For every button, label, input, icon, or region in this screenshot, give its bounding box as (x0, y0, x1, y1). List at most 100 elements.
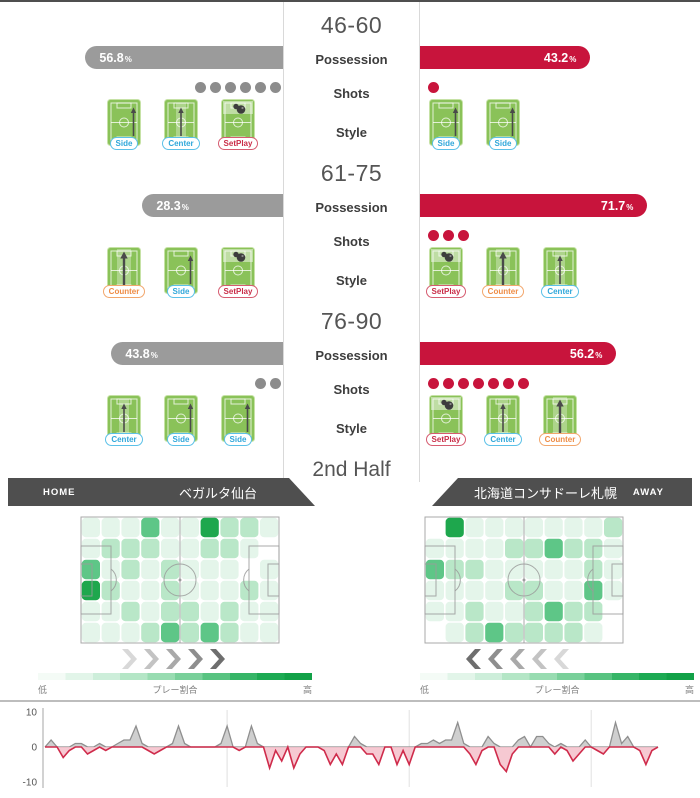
possession-row-label: Possession (315, 52, 388, 67)
y-tick-label: 0 (31, 743, 37, 754)
possession-value: 71.7% (600, 198, 634, 213)
half-label-row: 2nd Half (0, 446, 700, 482)
style-label: Side (109, 137, 139, 150)
style-label: Center (105, 433, 143, 446)
home-possession-bar: 28.3% (142, 194, 283, 217)
shot-dot (240, 82, 251, 93)
style-label: Counter (102, 285, 146, 298)
away-attack-direction-icon (466, 649, 569, 669)
home-team-banner: HOME ベガルタ仙台 (8, 478, 315, 506)
style-card-setplay: SetPlay (425, 395, 467, 446)
style-card-center: Center (105, 395, 143, 446)
style-pitch-icon (221, 395, 255, 442)
home-style-cards: Center Side Side (105, 395, 256, 446)
home-tag: HOME (43, 486, 76, 498)
shot-dot (255, 378, 266, 389)
away-zone-61-75: 71.7% SetPlay Counter Center (420, 150, 700, 298)
shot-dot (428, 82, 439, 93)
chart-divider (0, 700, 700, 702)
percent-sign: % (181, 202, 189, 212)
home-momentum-area (45, 722, 658, 747)
percent-sign: % (124, 54, 132, 64)
away-style-cards: Side Side (428, 99, 521, 150)
style-card-side: Side (163, 395, 199, 446)
style-card-counter: Counter (481, 247, 525, 298)
shots-row-label: Shots (333, 234, 370, 249)
shot-dot (458, 378, 469, 389)
style-card-setplay: SetPlay (425, 247, 467, 298)
period-row-76-90: 43.8% Center Side Side 76-90 Possession Sh… (0, 298, 700, 446)
style-label: SetPlay (425, 433, 467, 446)
home-shot-dots (255, 378, 281, 389)
style-label: Counter (481, 285, 525, 298)
style-label: Center (162, 137, 200, 150)
away-zone-76-90: 56.2% SetPlay Center Counter (420, 298, 700, 446)
style-label: Side (431, 137, 461, 150)
away-possession-bar: 56.2% (420, 342, 617, 365)
style-row-label: Style (335, 421, 368, 436)
shot-dot (428, 378, 439, 389)
period-row-46-60: 56.8% Side Center SetPlay 46-60 Possession… (0, 2, 700, 150)
home-zone-46-60: 56.8% Side Center SetPlay (0, 2, 283, 150)
legend-title-label: プレー割合 (534, 685, 580, 695)
possession-value: 28.3% (156, 198, 189, 213)
momentum-chart: 10 0 -10 (23, 708, 659, 789)
style-card-side: Side (485, 99, 521, 150)
home-possession-bar: 43.8% (111, 342, 283, 365)
period-label: 46-60 (320, 12, 383, 38)
away-heatmap-legend: 低 プレー割合 高 (420, 673, 694, 695)
top-divider (0, 0, 700, 2)
home-team-name: ベガルタ仙台 (178, 485, 257, 501)
style-card-center: Center (541, 247, 579, 298)
possession-value: 56.2% (569, 346, 603, 361)
home-heatmap-column: 低 プレー割合 高 (0, 514, 350, 695)
home-heatmap-pitch (80, 516, 280, 644)
style-pitch-icon (543, 395, 577, 442)
style-card-side: Side (428, 99, 464, 150)
shots-row-label: Shots (333, 86, 370, 101)
style-label: Center (484, 433, 522, 446)
style-card-counter: Counter (102, 247, 146, 298)
possession-value: 43.8% (125, 346, 158, 361)
style-label: Center (541, 285, 579, 298)
style-label: SetPlay (217, 137, 259, 150)
heatmaps-section: 低 プレー割合 高 低 プレー割合 高 (0, 514, 700, 695)
period-center-column: 46-60 Possession Shots Style (283, 2, 420, 150)
style-card-side: Side (220, 395, 256, 446)
shot-dot (518, 378, 529, 389)
shot-dot (428, 230, 439, 241)
y-tick-label: -10 (23, 778, 38, 789)
style-label: Counter (538, 433, 582, 446)
style-pitch-icon (429, 99, 463, 146)
legend-low-label: 低 (420, 685, 430, 695)
style-pitch-icon (107, 247, 141, 294)
shot-dot (210, 82, 221, 93)
legend-gradient-bar (420, 673, 694, 680)
home-heatmap-legend: 低 プレー割合 高 (38, 673, 312, 695)
percent-sign: % (150, 350, 158, 360)
home-zone-76-90: 43.8% Center Side Side (0, 298, 283, 446)
home-shot-dots (195, 82, 281, 93)
percent-sign: % (569, 54, 577, 64)
away-style-cards: SetPlay Center Counter (425, 395, 582, 446)
period-label: 61-75 (320, 160, 383, 186)
shot-dot (270, 378, 281, 389)
away-team-name: 北海道コンサドーレ札幌 (474, 485, 618, 501)
legend-title-label: プレー割合 (152, 685, 198, 695)
away-momentum-line (45, 744, 659, 774)
style-card-setplay: SetPlay (217, 247, 259, 298)
style-row-label: Style (335, 273, 368, 288)
home-attack-direction-icon (122, 649, 225, 669)
shot-dot (270, 82, 281, 93)
period-label: 76-90 (320, 308, 383, 334)
legend-high-label: 高 (302, 685, 312, 695)
style-card-side: Side (106, 99, 142, 150)
shot-dot (443, 230, 454, 241)
legend-high-label: 高 (684, 685, 694, 695)
home-style-cards: Counter Side SetPlay (102, 247, 259, 298)
away-shot-dots (428, 230, 469, 241)
style-pitch-icon (164, 99, 198, 146)
away-team-banner: 北海道コンサドーレ札幌 AWAY (432, 478, 692, 506)
away-momentum-area (45, 747, 658, 772)
shot-dot (225, 82, 236, 93)
